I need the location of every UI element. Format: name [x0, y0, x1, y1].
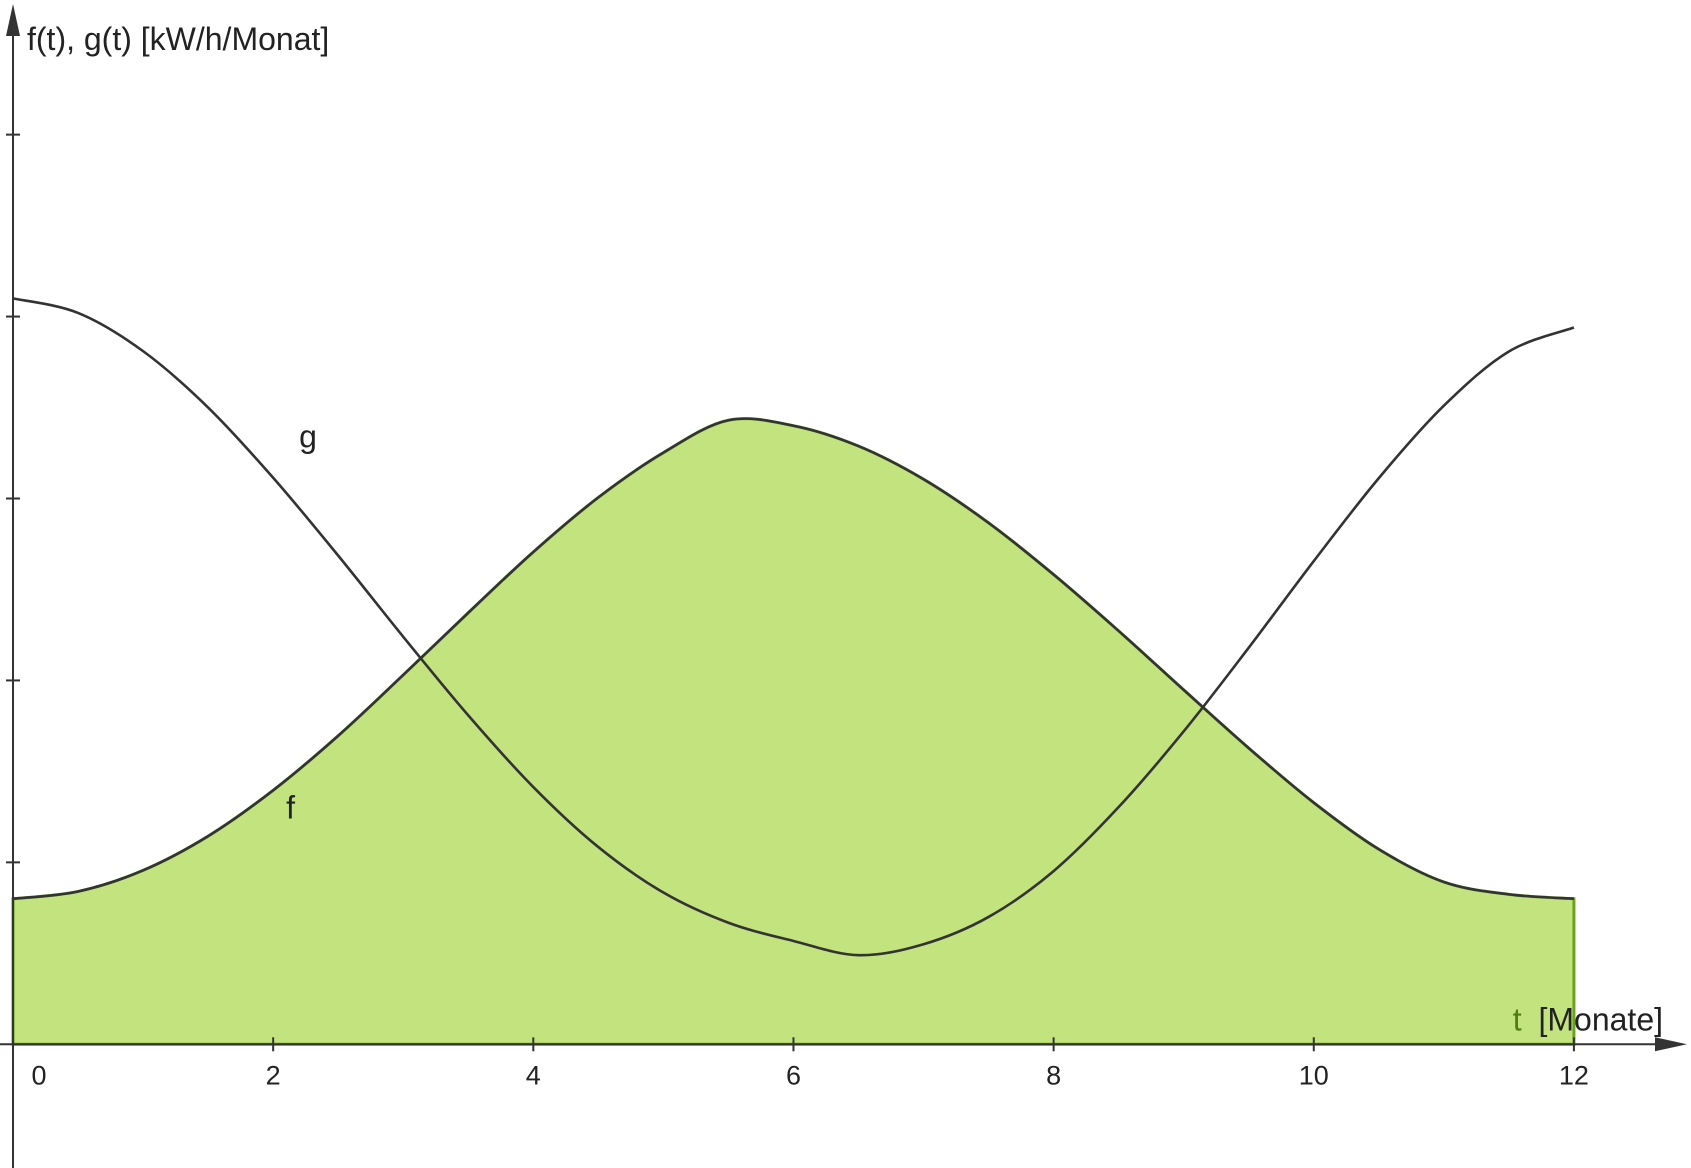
y-axis-arrow	[6, 4, 21, 36]
y-axis-title: f(t), g(t) [kW/h/Monat]	[27, 21, 329, 57]
x-axis-arrow	[1655, 1037, 1687, 1052]
curve-g	[12, 297, 1575, 957]
curve-label-f: f	[286, 790, 295, 826]
x-axis-variable: t	[1513, 1001, 1522, 1037]
x-tick-label: 10	[1299, 1060, 1329, 1090]
x-tick-label: 8	[1046, 1060, 1061, 1090]
x-tick-label: 0	[31, 1060, 46, 1090]
curve-f	[12, 417, 1575, 901]
x-axis-unit: [Monate]	[1538, 1001, 1663, 1037]
x-tick-label: 12	[1559, 1060, 1589, 1090]
x-tick-label: 6	[786, 1060, 801, 1090]
curve-label-g: g	[299, 419, 317, 455]
axes	[0, 4, 1687, 1168]
tick-labels: 02468101205001000150020002500	[31, 1060, 1589, 1090]
curves: fg	[12, 297, 1575, 957]
x-axis-title: t [Monate]	[1513, 1001, 1663, 1037]
area-under-f	[11, 417, 1576, 1046]
x-tick-label: 2	[266, 1060, 281, 1090]
x-tick-label: 4	[526, 1060, 541, 1090]
area-fill-f	[11, 417, 1576, 1046]
